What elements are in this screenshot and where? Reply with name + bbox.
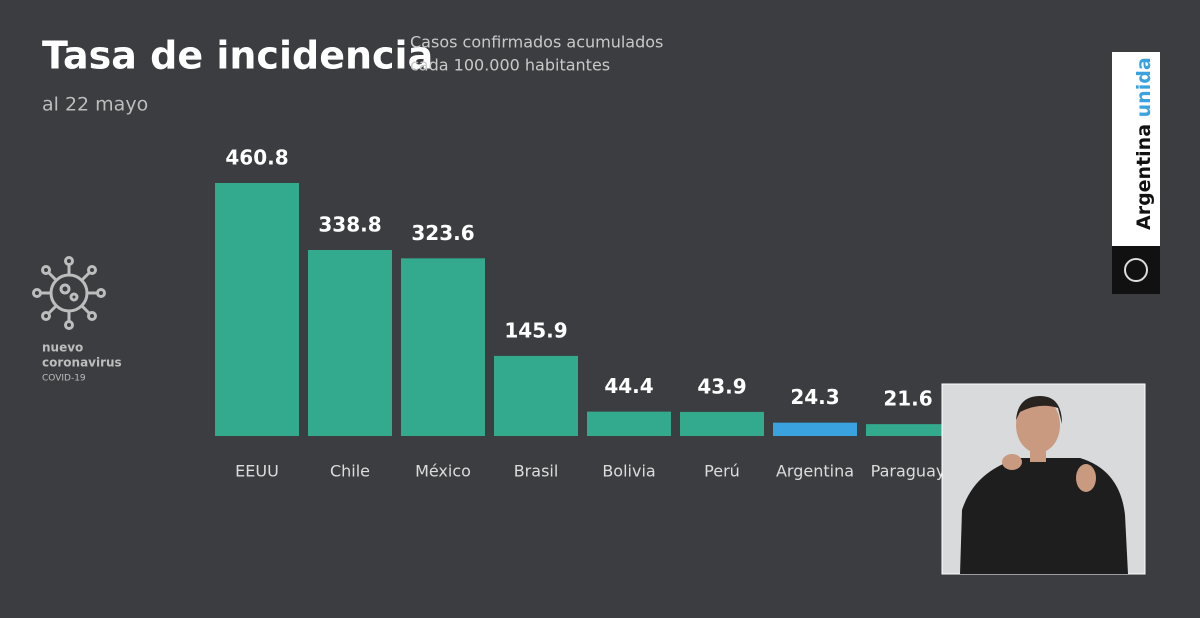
value-label: 145.9 (504, 318, 567, 342)
x-tick-label: Bolivia (602, 462, 655, 481)
x-tick-label: EEUU (235, 462, 279, 481)
value-label: 24.3 (790, 385, 839, 409)
bar (587, 411, 671, 436)
x-tick-label: Argentina (776, 462, 854, 481)
interpreter-video (941, 383, 1146, 575)
chart-title: Tasa de incidencia (42, 34, 433, 78)
value-label: 44.4 (604, 374, 653, 398)
x-tick-label: México (415, 462, 471, 481)
logo-text: COVID-19 (42, 374, 86, 384)
logo-text: nuevo (42, 341, 83, 355)
x-tick-label: Chile (330, 462, 370, 481)
subtitle: cada 100.000 habitantes (410, 56, 610, 75)
bar (215, 183, 299, 436)
virus-icon (32, 256, 106, 330)
x-tick-label: Paraguay (871, 462, 946, 481)
brand-word: Argentina (1133, 124, 1155, 230)
bar (866, 424, 950, 436)
logo-text: coronavirus (42, 356, 122, 370)
brand-word: unida (1133, 57, 1155, 117)
bars: 460.8 EEUU 338.8 Chile 323.6 México 145.9 Brasi… (215, 146, 950, 481)
value-label: 43.9 (697, 374, 746, 398)
value-label: 338.8 (318, 212, 381, 236)
brand-text: Argentina unida (1133, 57, 1155, 230)
bar (773, 422, 857, 436)
x-tick-label: Perú (704, 462, 740, 481)
brand: Argentina unida (1112, 52, 1160, 294)
value-label: 460.8 (225, 146, 288, 170)
bar (680, 411, 764, 436)
subtitle: Casos confirmados acumulados (410, 33, 663, 52)
bar (308, 249, 392, 436)
value-label: 21.6 (883, 387, 932, 411)
date-note: al 22 mayo (42, 94, 148, 116)
bar (401, 258, 485, 436)
value-label: 323.6 (411, 221, 474, 245)
x-tick-label: Brasil (514, 462, 559, 481)
bar (494, 355, 578, 436)
